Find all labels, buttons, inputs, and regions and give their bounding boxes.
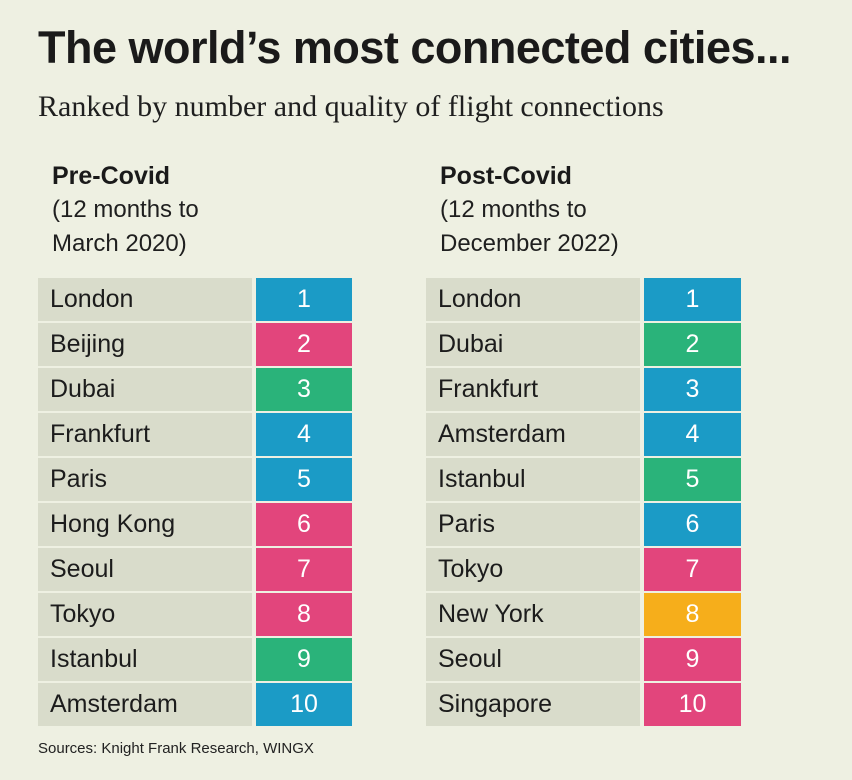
page-title: The world’s most connected cities... — [38, 22, 792, 73]
ranking-row: Dubai 2 — [426, 323, 741, 366]
post-covid-period: (12 months to December 2022) — [440, 196, 619, 257]
ranking-row: Seoul 7 — [38, 548, 352, 591]
rank-badge: 5 — [644, 458, 741, 501]
source-note: Sources: Knight Frank Research, WINGX — [38, 740, 314, 757]
ranking-row: Amsterdam 10 — [38, 683, 352, 726]
pre-covid-header: Pre-Covid (12 months to March 2020) — [52, 160, 352, 278]
ranking-row: New York 8 — [426, 593, 741, 636]
rank-badge: 9 — [256, 638, 352, 681]
post-covid-header: Post-Covid (12 months to December 2022) — [440, 160, 741, 278]
ranking-row: Frankfurt 3 — [426, 368, 741, 411]
city-name: Paris — [38, 458, 252, 501]
city-name: Dubai — [426, 323, 640, 366]
city-name: Paris — [426, 503, 640, 546]
city-name: Beijing — [38, 323, 252, 366]
ranking-row: Frankfurt 4 — [38, 413, 352, 456]
ranking-row: Istanbul 5 — [426, 458, 741, 501]
city-name: London — [38, 278, 252, 321]
pre-covid-panel: Pre-Covid (12 months to March 2020) Lond… — [38, 160, 352, 726]
ranking-row: Tokyo 8 — [38, 593, 352, 636]
rank-badge: 7 — [644, 548, 741, 591]
rank-badge: 4 — [256, 413, 352, 456]
rank-badge: 3 — [644, 368, 741, 411]
city-name: Seoul — [426, 638, 640, 681]
rank-badge: 8 — [256, 593, 352, 636]
ranking-row: Beijing 2 — [38, 323, 352, 366]
ranking-row: Seoul 9 — [426, 638, 741, 681]
rank-badge: 3 — [256, 368, 352, 411]
ranking-row: Istanbul 9 — [38, 638, 352, 681]
city-name: Amsterdam — [426, 413, 640, 456]
rank-badge: 8 — [644, 593, 741, 636]
city-name: Dubai — [38, 368, 252, 411]
post-covid-heading: Post-Covid — [440, 162, 572, 190]
page-subtitle: Ranked by number and quality of flight c… — [38, 90, 664, 123]
rank-badge: 10 — [256, 683, 352, 726]
ranking-row: Dubai 3 — [38, 368, 352, 411]
rank-badge: 4 — [644, 413, 741, 456]
city-name: London — [426, 278, 640, 321]
ranking-row: Singapore 10 — [426, 683, 741, 726]
city-name: Amsterdam — [38, 683, 252, 726]
pre-covid-heading: Pre-Covid — [52, 162, 171, 190]
ranking-row: Paris 5 — [38, 458, 352, 501]
ranking-row: London 1 — [426, 278, 741, 321]
city-name: Istanbul — [38, 638, 252, 681]
ranking-row: Amsterdam 4 — [426, 413, 741, 456]
rank-badge: 6 — [644, 503, 741, 546]
ranking-row: Tokyo 7 — [426, 548, 741, 591]
rank-badge: 6 — [256, 503, 352, 546]
ranking-row: Hong Kong 6 — [38, 503, 352, 546]
rank-badge: 7 — [256, 548, 352, 591]
pre-covid-period: (12 months to March 2020) — [52, 196, 199, 257]
city-name: Frankfurt — [38, 413, 252, 456]
rank-badge: 5 — [256, 458, 352, 501]
rank-badge: 1 — [256, 278, 352, 321]
rank-badge: 10 — [644, 683, 741, 726]
post-covid-ranking-list: London 1 Dubai 2 Frankfurt 3 Amsterdam 4 Istanbu… — [426, 278, 741, 726]
pre-covid-ranking-list: London 1 Beijing 2 Dubai 3 Frankfurt 4 Paris 5 Hon… — [38, 278, 352, 726]
post-covid-panel: Post-Covid (12 months to December 2022) … — [426, 160, 741, 726]
city-name: Seoul — [38, 548, 252, 591]
city-name: Singapore — [426, 683, 640, 726]
rank-badge: 9 — [644, 638, 741, 681]
city-name: Istanbul — [426, 458, 640, 501]
rank-badge: 1 — [644, 278, 741, 321]
city-name: Tokyo — [38, 593, 252, 636]
ranking-row: Paris 6 — [426, 503, 741, 546]
ranking-row: London 1 — [38, 278, 352, 321]
city-name: Tokyo — [426, 548, 640, 591]
rank-badge: 2 — [644, 323, 741, 366]
city-name: Hong Kong — [38, 503, 252, 546]
city-name: Frankfurt — [426, 368, 640, 411]
rank-badge: 2 — [256, 323, 352, 366]
city-name: New York — [426, 593, 640, 636]
